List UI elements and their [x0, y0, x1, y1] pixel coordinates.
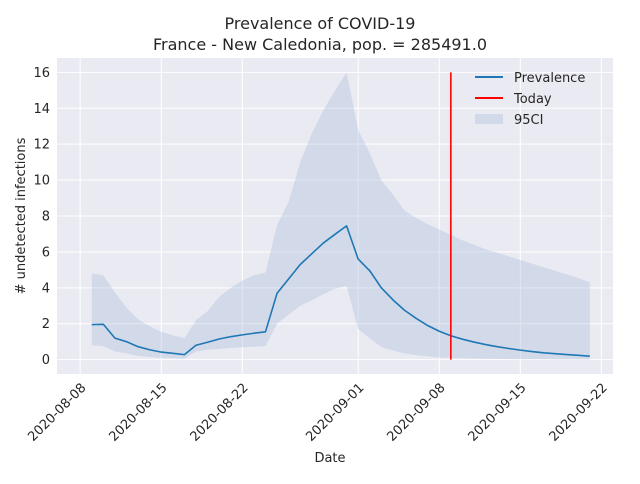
legend-ci-label: 95CI: [514, 113, 543, 128]
legend-ci-swatch: [475, 114, 503, 124]
legend-prevalence-label: Prevalence: [514, 71, 585, 86]
y-tick-label: 14: [33, 102, 50, 117]
x-axis-label: Date: [314, 451, 345, 466]
y-tick-labels: 0 2 4 6 8 10 12 14 16: [33, 66, 50, 368]
y-tick-label: 0: [42, 353, 50, 368]
chart-title: Prevalence of COVID-19: [225, 14, 416, 33]
y-tick-label: 10: [33, 174, 50, 189]
legend-today-label: Today: [513, 92, 552, 107]
y-tick-label: 2: [42, 317, 50, 332]
line-layer: [91, 72, 590, 360]
prevalence-line: [91, 225, 590, 358]
grid-lines: [57, 58, 613, 374]
y-tick-label: 16: [33, 66, 50, 81]
legend: Prevalence Today 95CI: [475, 71, 585, 128]
y-tick-label: 6: [42, 245, 50, 260]
ci-band: [91, 72, 590, 360]
chart-subtitle: France - New Caledonia, pop. = 285491.0: [153, 35, 487, 54]
y-tick-label: 8: [42, 210, 50, 225]
y-axis-label: # undetected infections: [14, 137, 29, 294]
y-tick-label: 4: [42, 281, 50, 296]
ci-band-layer: [91, 72, 590, 360]
y-tick-label: 12: [33, 138, 50, 153]
